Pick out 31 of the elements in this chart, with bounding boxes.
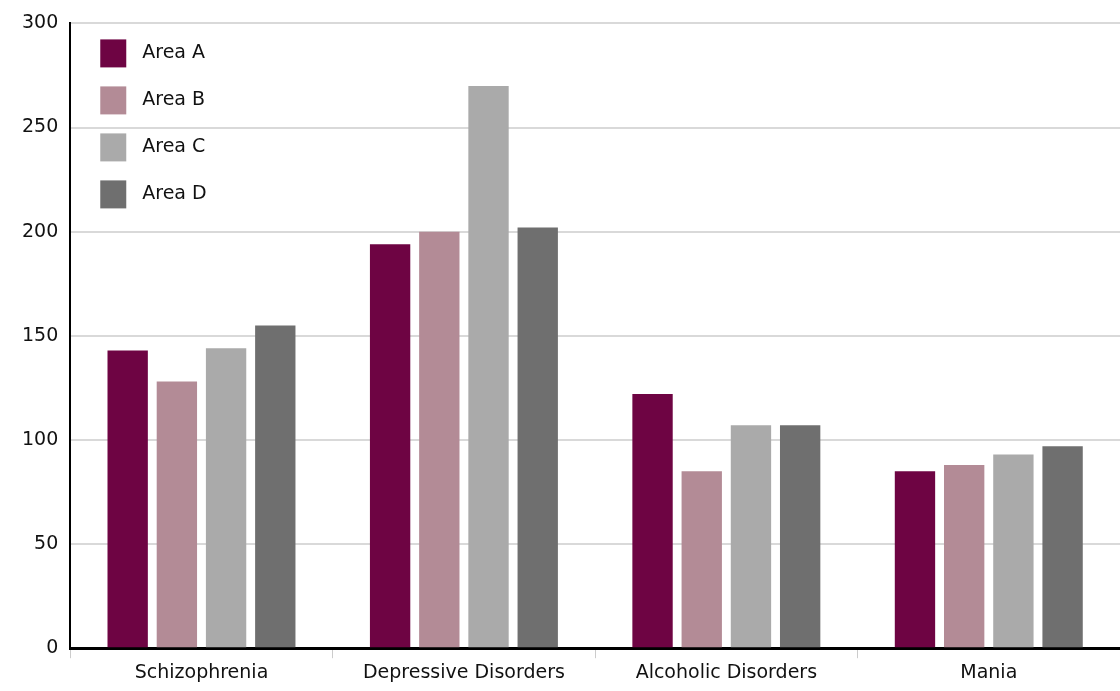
legend-label: Area B (142, 87, 206, 110)
x-tick-label: Schizophrenia (134, 659, 269, 682)
bar (894, 471, 936, 648)
legend-label: Area D (142, 181, 207, 204)
bar (156, 381, 198, 648)
y-tick-label: 200 (22, 218, 59, 241)
bar (779, 425, 821, 648)
x-tick-label: Alcoholic Disorders (635, 659, 818, 682)
bar (681, 471, 722, 648)
bar (730, 425, 772, 648)
y-tick-label: 250 (22, 114, 59, 137)
bar (419, 231, 460, 648)
y-tick-label: 100 (22, 426, 59, 449)
bar (517, 227, 558, 648)
legend-label: Area C (142, 134, 206, 157)
bar (255, 325, 296, 648)
bar (369, 244, 411, 648)
x-tick-label: Mania (960, 659, 1018, 682)
y-tick-label: 300 (22, 10, 59, 33)
bar (944, 464, 985, 648)
legend-label: Area A (142, 40, 206, 63)
bar (1042, 446, 1083, 648)
bar (107, 350, 148, 648)
bar (205, 348, 247, 648)
y-tick-label: 50 (34, 531, 59, 553)
bar (993, 454, 1034, 648)
bar (632, 394, 673, 648)
x-tick-label: Depressive Disorders (362, 659, 565, 682)
y-tick-label: 150 (22, 322, 59, 345)
bar (468, 85, 509, 648)
y-tick-label: 0 (46, 635, 59, 658)
